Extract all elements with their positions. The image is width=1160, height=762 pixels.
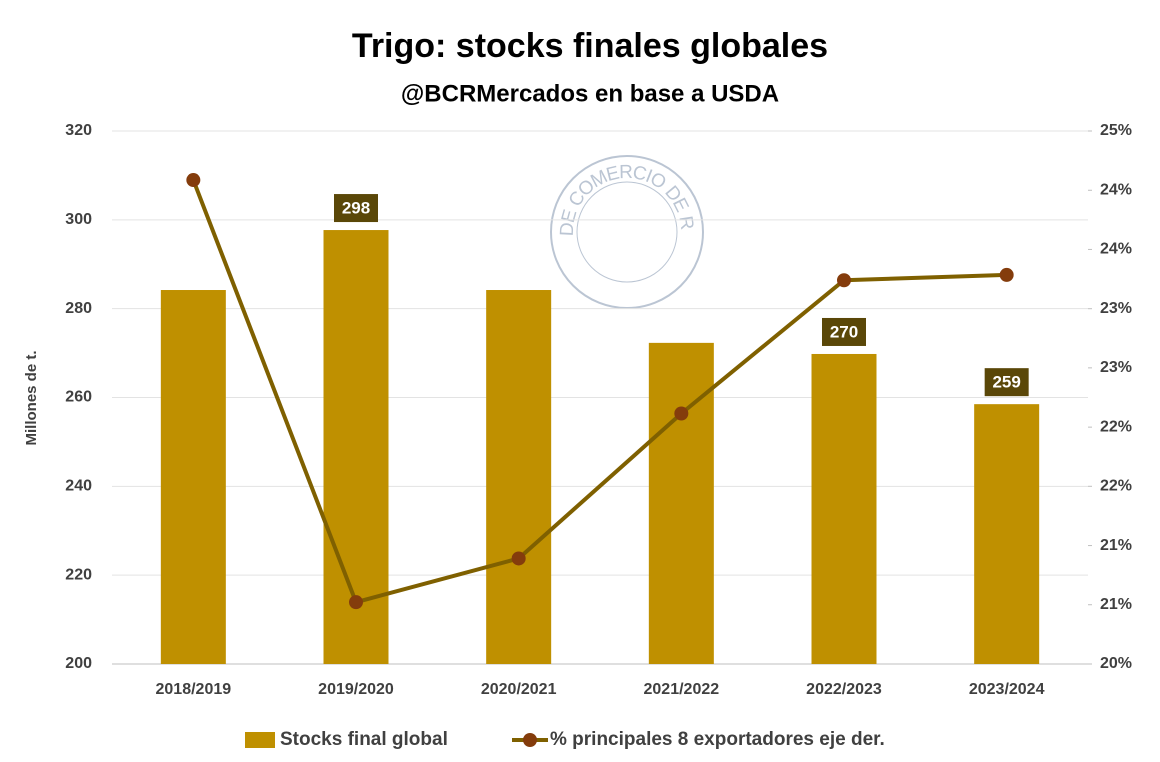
y2-tick-label: 23%	[1100, 300, 1132, 317]
y-tick-label: 220	[65, 566, 92, 583]
x-tick-label: 2020/2021	[481, 681, 557, 698]
y2-tick-label: 21%	[1100, 537, 1132, 554]
legend-label: % principales 8 exportadores eje der.	[550, 729, 885, 750]
value-label-box	[984, 368, 1029, 397]
value-label: 270	[830, 322, 858, 341]
value-label: 298	[342, 199, 370, 218]
y2-tick-label: 25%	[1100, 122, 1132, 139]
line-marker	[999, 267, 1014, 282]
x-tick-label: 2022/2023	[806, 681, 882, 698]
line-marker	[186, 173, 201, 188]
legend-label: Stocks final global	[280, 729, 448, 750]
bar	[811, 353, 877, 664]
bar	[323, 230, 389, 664]
y2-tick-label: 20%	[1100, 655, 1132, 672]
y2-tick-label: 22%	[1100, 418, 1132, 435]
legend-swatch	[245, 732, 275, 748]
line-marker	[674, 406, 689, 421]
bar	[974, 404, 1040, 664]
value-label-box	[334, 194, 378, 223]
y2-tick-label: 21%	[1100, 596, 1132, 613]
x-tick-label: 2023/2024	[969, 681, 1045, 698]
line-marker	[837, 273, 851, 288]
chart-subtitle: @BCRMercados en base a USDA	[401, 80, 779, 107]
y2-tick-label: 22%	[1100, 478, 1132, 495]
y-tick-label: 260	[65, 389, 92, 406]
y2-tick-label: 23%	[1100, 359, 1132, 376]
bar	[160, 290, 226, 664]
y-tick-label: 200	[65, 655, 92, 672]
line-marker	[349, 595, 363, 610]
value-label-box	[822, 317, 866, 346]
bar	[486, 290, 552, 664]
y-tick-label: 240	[65, 478, 92, 495]
seal-ring	[576, 181, 678, 283]
y-axis-label: Millones de t.	[23, 350, 40, 445]
x-tick-label: 2021/2022	[644, 681, 720, 698]
bar	[648, 342, 714, 664]
seal-ring	[550, 155, 704, 309]
y-tick-label: 320	[65, 122, 92, 139]
y2-tick-label: 24%	[1100, 181, 1132, 198]
y2-tick-label: 24%	[1100, 241, 1132, 258]
y-tick-label: 280	[65, 300, 92, 317]
x-tick-label: 2019/2020	[318, 681, 394, 698]
y-tick-label: 300	[65, 211, 92, 228]
chart-title: Trigo: stocks finales globales	[352, 27, 828, 65]
line-marker	[511, 551, 526, 566]
value-label: 259	[992, 373, 1020, 392]
x-tick-label: 2018/2019	[156, 681, 232, 698]
legend-swatch-marker	[523, 733, 537, 747]
line	[191, 179, 1007, 605]
